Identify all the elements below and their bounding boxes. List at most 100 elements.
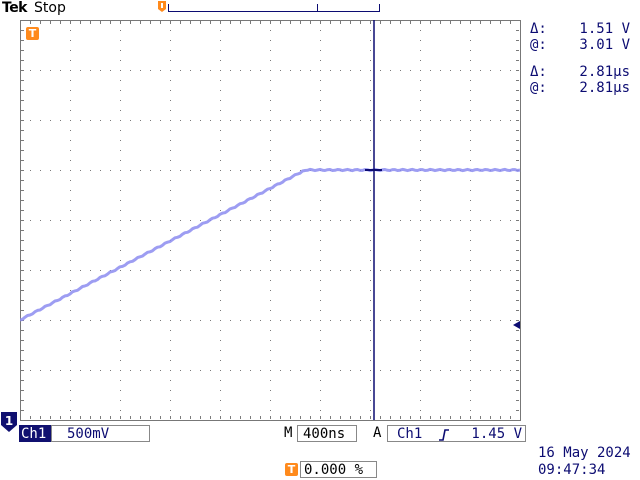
grid-dot (470, 420, 471, 421)
edge-tick (290, 416, 291, 419)
grid-dot (400, 320, 401, 321)
edge-tick (21, 120, 24, 121)
grid-dot (220, 420, 221, 421)
edge-tick (210, 416, 211, 419)
edge-tick (30, 416, 31, 419)
trigger-position-marker-icon (157, 0, 167, 13)
grid-dot (320, 330, 321, 331)
grid-dot (220, 40, 221, 41)
edge-tick (140, 21, 141, 24)
grid-dot (170, 190, 171, 191)
edge-tick (250, 21, 251, 24)
edge-tick (470, 416, 471, 419)
timebase-scale-box[interactable]: 400ns (297, 425, 357, 442)
grid-dot (70, 20, 71, 21)
grid-dot (110, 70, 111, 71)
grid-dot (190, 170, 191, 171)
edge-tick (516, 160, 519, 161)
v-delta-label: Δ: (530, 21, 547, 37)
grid-dot (220, 320, 221, 321)
edge-tick (420, 416, 421, 419)
grid-dot (320, 300, 321, 301)
grid-dot (370, 120, 371, 121)
grid-dot (120, 200, 121, 201)
edge-tick (21, 200, 24, 201)
edge-tick (516, 390, 519, 391)
ch1-ground-marker-icon[interactable]: 1 (0, 411, 18, 433)
t-delta-value: 2.81µs (579, 64, 630, 80)
grid-dot (190, 70, 191, 71)
grid-dot (490, 320, 491, 321)
ch1-channel-button[interactable]: Ch1 (19, 425, 51, 442)
edge-tick (21, 390, 24, 391)
grid-dot (70, 50, 71, 51)
grid-dot (440, 270, 441, 271)
edge-tick (516, 140, 519, 141)
ch1-scale-box[interactable]: 500mV (51, 425, 150, 442)
grid-dot (500, 220, 501, 221)
grid-dot (420, 310, 421, 311)
grid-dot (370, 90, 371, 91)
grid-dot (140, 70, 141, 71)
grid-dot (120, 160, 121, 161)
edge-tick (21, 380, 24, 381)
grid-dot (220, 240, 221, 241)
grid-dot (30, 320, 31, 321)
grid-dot (340, 120, 341, 121)
trigger-position-box[interactable]: 0.000 % (300, 461, 377, 478)
grid-dot (290, 170, 291, 171)
grid-dot (320, 180, 321, 181)
edge-tick (516, 400, 519, 401)
edge-tick (500, 416, 501, 419)
v-delta-value: 1.51 V (579, 21, 630, 37)
grid-dot (170, 410, 171, 411)
grid-dot (340, 270, 341, 271)
edge-tick (21, 180, 24, 181)
grid-dot (470, 300, 471, 301)
trigger-settings-box[interactable]: Ch1 1.45 V (387, 425, 526, 442)
grid-dot (290, 220, 291, 221)
grid-dot (130, 370, 131, 371)
grid-dot (310, 370, 311, 371)
grid-dot (360, 70, 361, 71)
grid-dot (370, 360, 371, 361)
grid-dot (270, 320, 271, 321)
grid-dot (30, 120, 31, 121)
grid-dot (220, 20, 221, 21)
grid-dot (370, 190, 371, 191)
grid-dot (420, 220, 421, 221)
ch1-waveform (20, 169, 520, 320)
grid-dot (350, 320, 351, 321)
grid-dot (360, 120, 361, 121)
edge-tick (150, 416, 151, 419)
grid-dot (170, 290, 171, 291)
grid-dot (120, 220, 121, 221)
grid-dot (420, 260, 421, 261)
grid-dot (40, 270, 41, 271)
edge-tick (516, 240, 519, 241)
grid-dot (330, 270, 331, 271)
grid-dot (420, 20, 421, 21)
grid-dot (450, 370, 451, 371)
grid-dot (420, 320, 421, 321)
ch1-scale-value: 500mV (67, 426, 109, 443)
grid-dot (270, 330, 271, 331)
grid-dot (140, 320, 141, 321)
grid-dot (370, 110, 371, 111)
grid-dot (500, 120, 501, 121)
grid-dot (190, 270, 191, 271)
grid-dot (330, 320, 331, 321)
edge-tick (60, 21, 61, 24)
grid-dot (70, 180, 71, 181)
grid-dot (40, 70, 41, 71)
grid-dot (470, 180, 471, 181)
edge-tick (516, 250, 519, 251)
grid-dot (270, 390, 271, 391)
grid-dot (80, 270, 81, 271)
trigger-level-marker-icon[interactable] (511, 320, 521, 330)
grid-dot (220, 270, 221, 271)
grid-dot (130, 220, 131, 221)
grid-dot (370, 260, 371, 261)
grid-dot (270, 210, 271, 211)
grid-dot (470, 190, 471, 191)
